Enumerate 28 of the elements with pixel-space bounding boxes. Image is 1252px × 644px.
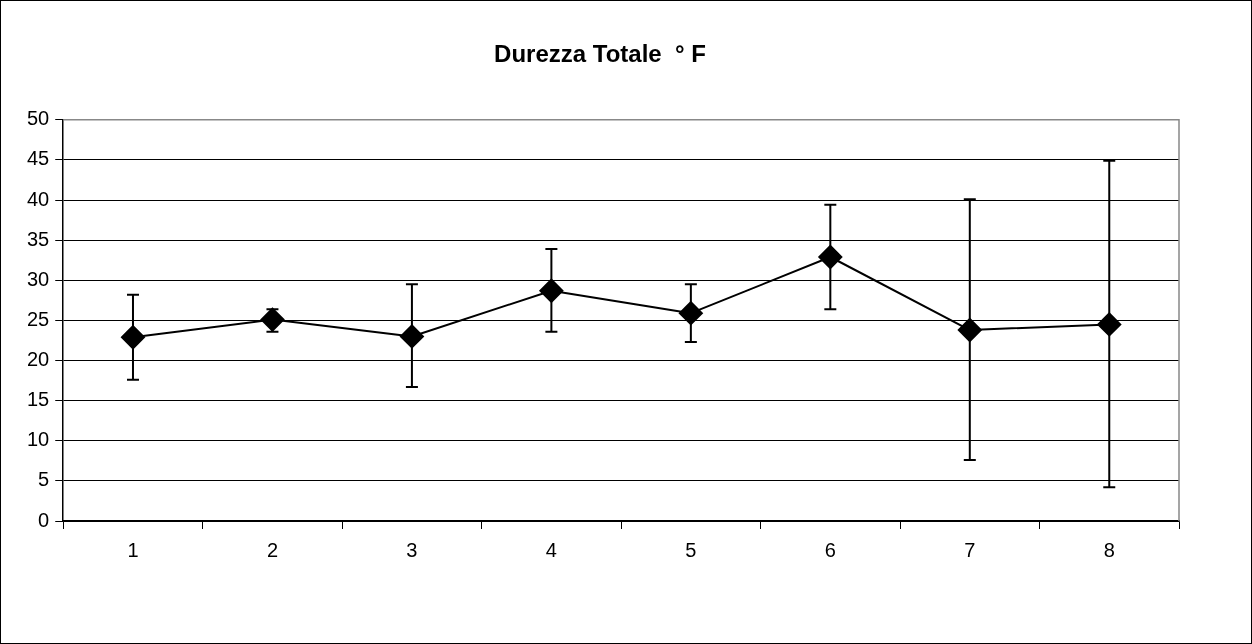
point: [957, 318, 982, 343]
point: [399, 324, 424, 349]
point: [539, 278, 564, 303]
x-tick-label: 4: [545, 538, 557, 561]
y-tick-label: 15: [27, 388, 50, 411]
y-tick-label: 20: [27, 348, 50, 371]
y-tick-label: 30: [27, 267, 50, 290]
y-tick-label: 25: [27, 307, 50, 330]
y-tick-label: 50: [27, 107, 50, 130]
y-tick-label: 0: [38, 508, 50, 531]
y-tick-label: 10: [27, 428, 50, 451]
point: [1097, 312, 1122, 337]
x-tick-label: 2: [266, 538, 279, 561]
x-tick-label: 5: [685, 538, 697, 561]
point: [678, 301, 703, 326]
x-tick-label: 1: [127, 538, 139, 561]
point: [260, 307, 285, 332]
x-tick-label: 7: [964, 538, 976, 561]
point: [120, 325, 145, 350]
x-tick-label: 6: [824, 538, 836, 561]
x-tick-label: 8: [1103, 538, 1115, 561]
x-tick-label: 3: [406, 538, 418, 561]
y-tick-label: 40: [27, 187, 50, 210]
point: [818, 245, 843, 270]
y-tick-label: 45: [27, 147, 50, 170]
y-tick-label: 5: [38, 468, 50, 491]
y-tick-label: 35: [27, 227, 50, 250]
chart-title: Durezza Totale ° F: [494, 40, 706, 68]
